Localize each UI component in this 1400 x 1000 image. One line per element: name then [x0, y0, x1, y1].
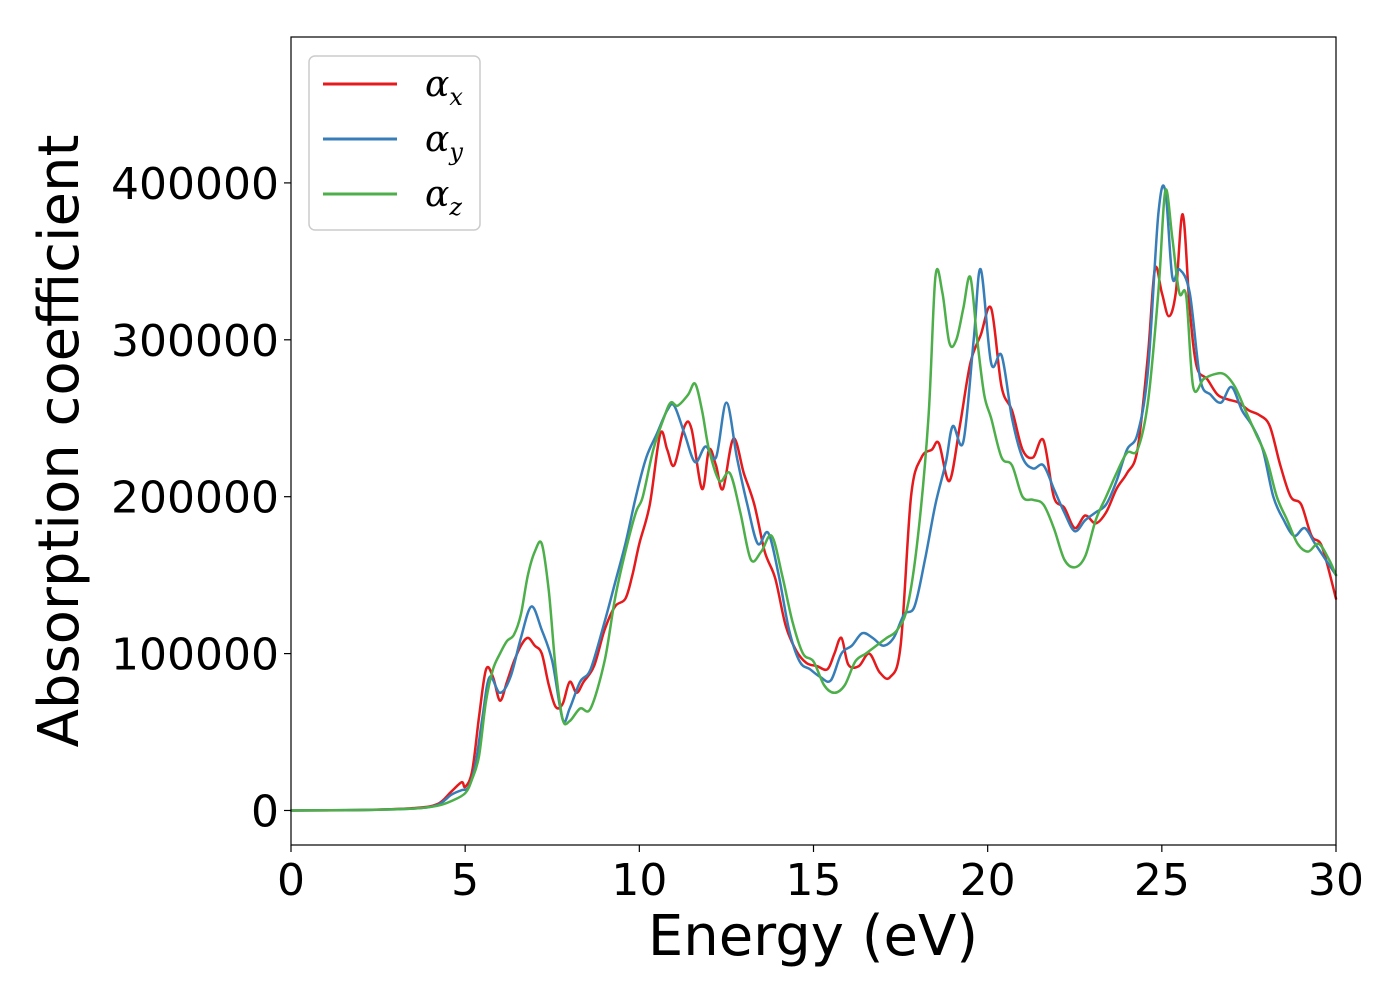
- x-tick-label: 30: [1308, 855, 1364, 906]
- x-tick-label: 10: [611, 855, 667, 906]
- y-axis-title: Absorption coefficient: [27, 135, 92, 748]
- series-line-alpha-x: [289, 213, 1338, 812]
- y-tick-label: 200000: [111, 473, 279, 524]
- x-tick-label: 15: [786, 855, 842, 906]
- y-tick-label: 400000: [111, 159, 279, 210]
- x-tick-label: 5: [451, 855, 479, 906]
- legend-label-alpha-x: αx: [425, 64, 463, 111]
- y-tick-label: 0: [251, 786, 279, 837]
- x-axis-ticks: 0 5 10 15 20 25 30: [277, 845, 1364, 906]
- legend-box: [308, 55, 481, 231]
- y-tick-label: 100000: [111, 630, 279, 681]
- y-axis-ticks: 0 100000 200000 300000 400000: [111, 159, 291, 837]
- y-tick-label: 300000: [111, 316, 279, 367]
- x-tick-label: 20: [960, 855, 1016, 906]
- series-line-alpha-z: [289, 188, 1338, 812]
- x-tick-label: 0: [277, 855, 305, 906]
- x-tick-label: 25: [1134, 855, 1190, 906]
- series-layer: [289, 184, 1338, 812]
- x-axis-title: Energy (eV): [648, 904, 978, 969]
